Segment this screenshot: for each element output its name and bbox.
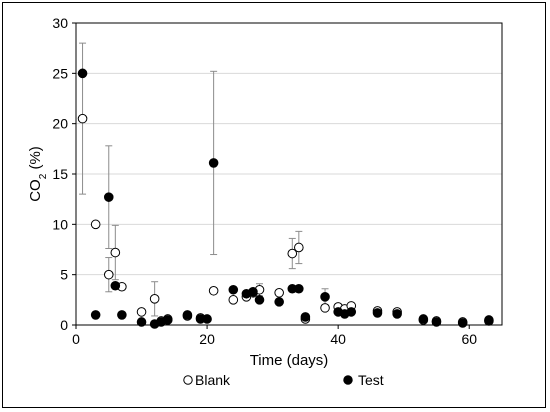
legend-test-label: Test xyxy=(358,372,384,388)
y-axis-label: CO2 (%) xyxy=(27,146,49,202)
point-blank-5 xyxy=(136,307,147,317)
point-test-12 xyxy=(208,158,219,168)
figure-frame xyxy=(2,2,546,408)
y-axis-label-unit: (%) xyxy=(27,146,44,174)
x-tick-label-20: 20 xyxy=(199,331,215,347)
point-test-3 xyxy=(110,280,121,291)
y-tick-label-10: 10 xyxy=(52,216,68,232)
point-test-19 xyxy=(294,283,304,294)
point-test-29 xyxy=(457,318,468,328)
y-axis-label-subscript: 2 xyxy=(38,173,49,179)
data-points xyxy=(77,68,494,329)
y-axis-label-main: CO xyxy=(27,179,44,202)
x-tick-label-0: 0 xyxy=(72,331,80,347)
point-blank-1 xyxy=(90,219,101,230)
x-axis-ticks: 0 20 40 60 xyxy=(72,325,477,347)
point-test-1 xyxy=(90,310,101,320)
point-test-0 xyxy=(77,68,88,79)
point-test-20 xyxy=(300,312,311,322)
y-tick-label-25: 25 xyxy=(52,65,68,81)
point-test-2 xyxy=(103,192,114,202)
x-tick-label-60: 60 xyxy=(461,331,477,347)
point-test-5 xyxy=(136,317,147,327)
x-tick-label-40: 40 xyxy=(330,331,346,347)
point-test-16 xyxy=(254,295,265,305)
y-tick-label-15: 15 xyxy=(52,166,68,182)
point-blank-18 xyxy=(294,242,304,253)
point-blank-0 xyxy=(77,113,88,124)
y-tick-label-20: 20 xyxy=(52,116,68,132)
point-blank-12 xyxy=(228,295,239,305)
point-blank-2 xyxy=(103,269,114,280)
point-test-25 xyxy=(372,308,383,318)
point-blank-16 xyxy=(274,287,284,298)
point-test-28 xyxy=(431,317,442,327)
y-tick-label-5: 5 xyxy=(60,267,68,283)
point-test-24 xyxy=(346,307,357,317)
point-test-4 xyxy=(117,310,127,320)
legend-blank-label: Blank xyxy=(195,372,231,388)
y-tick-label-0: 0 xyxy=(60,317,68,333)
point-test-15 xyxy=(248,286,258,297)
point-blank-17 xyxy=(287,248,298,259)
y-axis-ticks: 0 5 10 15 20 25 30 xyxy=(52,15,76,333)
point-test-26 xyxy=(392,309,402,319)
point-blank-3 xyxy=(110,247,121,258)
y-tick-label-30: 30 xyxy=(52,15,68,31)
point-test-8 xyxy=(162,315,173,325)
point-test-11 xyxy=(202,314,212,324)
point-test-9 xyxy=(182,310,193,320)
legend-blank-marker xyxy=(183,375,193,385)
point-test-27 xyxy=(418,314,429,324)
gridlines xyxy=(76,72,502,276)
legend: Blank Test xyxy=(183,372,384,388)
legend-test-marker xyxy=(343,375,353,385)
plot-area-border xyxy=(75,22,503,326)
x-axis-label: Time (days) xyxy=(250,352,329,369)
point-blank-11 xyxy=(208,285,219,296)
point-test-17 xyxy=(274,297,284,307)
point-test-30 xyxy=(484,315,494,325)
point-blank-6 xyxy=(149,294,160,304)
point-test-13 xyxy=(228,284,239,295)
point-test-21 xyxy=(320,292,330,302)
point-blank-20 xyxy=(320,303,330,313)
